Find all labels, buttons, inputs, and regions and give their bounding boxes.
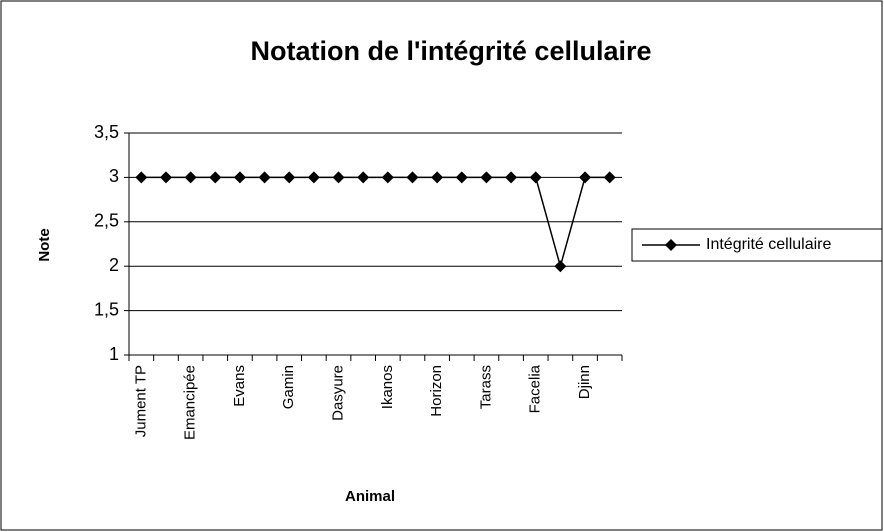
chart-title: Notation de l'intégrité cellulaire [251,36,652,66]
y-tick-label: 2 [109,255,119,275]
x-tick-label: Tarass [477,365,494,409]
data-point [406,171,419,184]
x-tick-label: Gamin [280,365,297,409]
data-point [579,171,592,184]
data-point [332,171,345,184]
data-point [307,171,320,184]
data-point [505,171,518,184]
x-tick-label: Jument TP [132,365,149,437]
data-point [529,171,542,184]
data-point [554,260,567,273]
data-point [480,171,493,184]
x-tick-label: Dasyure [329,365,346,421]
data-point [431,171,444,184]
y-tick-label: 2,5 [94,211,119,231]
x-tick-label: Facelia [527,364,544,413]
x-tick-label: Ikanos [379,365,396,409]
y-tick-label: 3,5 [94,122,119,142]
y-axis-label: Note [36,228,53,261]
y-tick-label: 1,5 [94,299,119,319]
x-tick-label: Emancipée [182,365,199,440]
x-tick-label: Djinn [576,365,593,399]
data-point [233,171,246,184]
y-tick-label: 3 [109,166,119,186]
data-point [357,171,370,184]
legend-label: Intégrité cellulaire [706,236,832,253]
legend-marker [665,239,677,251]
x-tick-label: Evans [231,365,248,407]
data-point [209,171,222,184]
x-axis-label: Animal [345,488,395,505]
data-point [283,171,296,184]
data-point [603,171,616,184]
x-tick-label: Horizon [428,365,445,417]
data-point [258,171,271,184]
y-tick-label: 1 [109,344,119,364]
data-point [381,171,394,184]
data-point [184,171,197,184]
data-point [135,171,148,184]
data-point [159,171,172,184]
data-point [455,171,468,184]
